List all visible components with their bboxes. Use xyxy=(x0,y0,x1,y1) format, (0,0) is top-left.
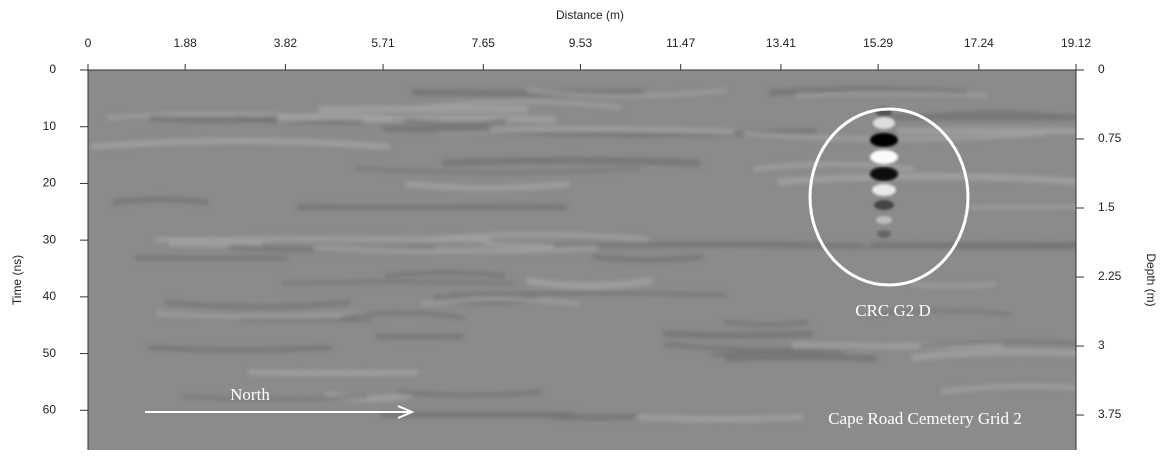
texture-band xyxy=(725,358,877,359)
x-tick-label: 1.88 xyxy=(173,36,197,50)
x-tick-label: 3.82 xyxy=(274,36,298,50)
annotation: CRC G2 D xyxy=(855,301,931,320)
texture-band xyxy=(282,282,514,284)
x-tick-label: 13.41 xyxy=(766,36,796,50)
texture-band xyxy=(148,347,331,350)
texture-band xyxy=(156,239,489,240)
y-tick-label: 20 xyxy=(43,176,57,190)
texture-band xyxy=(663,334,813,336)
texture-band xyxy=(636,417,803,419)
texture-band xyxy=(383,128,490,129)
y-tick-label: 60 xyxy=(43,402,57,416)
y2-tick-label: 2.25 xyxy=(1098,269,1122,283)
texture-band xyxy=(249,372,418,373)
texture-band xyxy=(879,117,1112,118)
y-tick-label: 50 xyxy=(43,346,57,360)
texture-band xyxy=(412,92,644,93)
x-tick-label: 5.71 xyxy=(371,36,395,50)
texture-band xyxy=(712,352,844,355)
texture-band xyxy=(553,244,865,246)
y2-tick-label: 3.75 xyxy=(1098,407,1122,421)
annotation: North xyxy=(230,385,270,404)
y-tick-label: 30 xyxy=(43,232,57,246)
texture-band xyxy=(958,246,1167,247)
texture-band xyxy=(968,207,1167,208)
x-axis-label: Distance (m) xyxy=(556,8,624,22)
texture-band xyxy=(551,416,640,417)
y2-axis-label: Depth (m) xyxy=(1144,253,1158,306)
x-tick-label: 11.47 xyxy=(666,36,695,50)
x-tick-label: 0 xyxy=(85,36,92,50)
y-tick-label: 0 xyxy=(49,62,56,76)
x-tick-label: 17.24 xyxy=(964,36,994,50)
texture-band xyxy=(169,243,261,244)
y-tick-label: 40 xyxy=(43,289,57,303)
x-tick-label: 7.65 xyxy=(472,36,496,50)
annotation: Cape Road Cemetery Grid 2 xyxy=(828,409,1022,428)
x-tick-label: 9.53 xyxy=(569,36,593,50)
texture-band xyxy=(442,160,700,163)
texture-band xyxy=(113,200,209,203)
x-tick-label: 15.29 xyxy=(863,36,893,50)
texture-band xyxy=(450,293,727,295)
y2-tick-label: 0.75 xyxy=(1098,131,1122,145)
y-tick-label: 10 xyxy=(43,119,57,133)
y2-tick-label: 0 xyxy=(1098,62,1105,76)
y-axis-label: Time (ns) xyxy=(10,255,24,305)
texture-band xyxy=(363,118,555,120)
y2-tick-label: 1.5 xyxy=(1098,200,1115,214)
x-tick-label: 19.12 xyxy=(1061,36,1091,50)
texture-band xyxy=(792,345,1003,346)
y2-tick-label: 3 xyxy=(1098,338,1105,352)
